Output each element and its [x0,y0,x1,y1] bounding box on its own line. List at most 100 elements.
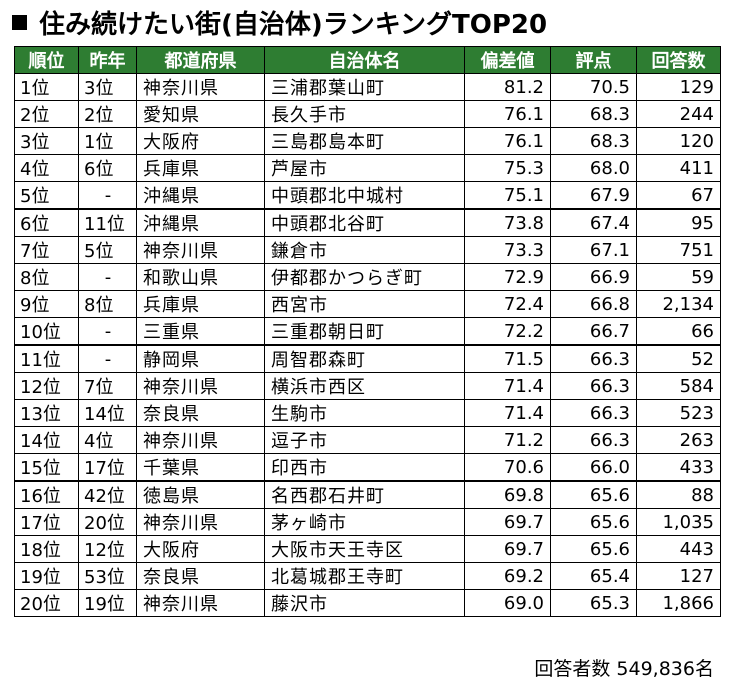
cell-prefecture: 奈良県 [136,399,265,427]
cell-deviation: 69.8 [464,480,551,509]
header-municipality: 自治体名 [264,46,465,74]
header-responses: 回答数 [636,46,721,74]
cell-score: 65.6 [550,508,637,536]
cell-rank: 9位 [14,290,79,318]
cell-municipality: 茅ヶ崎市 [264,508,465,536]
cell-prev: - [78,317,137,346]
cell-score: 67.9 [550,181,637,210]
table-row: 19位 53位 奈良県 北葛城郡王寺町 69.2 65.4 127 [14,562,721,590]
cell-municipality: 中頭郡北谷町 [264,208,465,237]
cell-municipality: 大阪市天王寺区 [264,535,465,563]
cell-rank: 5位 [14,181,79,210]
cell-prefecture: 神奈川県 [136,589,265,617]
cell-responses: 52 [636,344,721,373]
cell-prev: 19位 [78,589,137,617]
cell-responses: 120 [636,127,721,155]
header-prev: 昨年 [78,46,137,74]
cell-deviation: 73.3 [464,236,551,264]
cell-rank: 12位 [14,372,79,400]
cell-prev: - [78,263,137,291]
table-row: 11位 - 静岡県 周智郡森町 71.5 66.3 52 [14,344,721,373]
cell-deviation: 71.4 [464,399,551,427]
cell-prev: 11位 [78,208,137,237]
cell-rank: 19位 [14,562,79,590]
cell-responses: 244 [636,100,721,128]
cell-municipality: 横浜市西区 [264,372,465,400]
cell-rank: 2位 [14,100,79,128]
cell-prev: 14位 [78,399,137,427]
cell-rank: 15位 [14,453,79,482]
cell-responses: 433 [636,453,721,482]
cell-rank: 20位 [14,589,79,617]
cell-score: 65.6 [550,480,637,509]
cell-rank: 10位 [14,317,79,346]
cell-prev: 42位 [78,480,137,509]
cell-score: 66.7 [550,317,637,346]
cell-prefecture: 兵庫県 [136,154,265,182]
cell-prev: 6位 [78,154,137,182]
cell-prev: 1位 [78,127,137,155]
cell-deviation: 71.2 [464,426,551,454]
cell-responses: 2,134 [636,290,721,318]
cell-municipality: 周智郡森町 [264,344,465,373]
cell-responses: 411 [636,154,721,182]
cell-deviation: 69.7 [464,508,551,536]
cell-prev: 2位 [78,100,137,128]
cell-municipality: 三浦郡葉山町 [264,73,465,101]
cell-deviation: 71.5 [464,344,551,373]
cell-prefecture: 神奈川県 [136,73,265,101]
table-row: 18位 12位 大阪府 大阪市天王寺区 69.7 65.6 443 [14,535,721,563]
cell-municipality: 西宮市 [264,290,465,318]
cell-municipality: 生駒市 [264,399,465,427]
cell-responses: 129 [636,73,721,101]
cell-score: 66.3 [550,372,637,400]
cell-deviation: 70.6 [464,453,551,482]
table-row: 4位 6位 兵庫県 芦屋市 75.3 68.0 411 [14,154,721,182]
header-rank: 順位 [14,46,79,74]
cell-responses: 67 [636,181,721,210]
cell-prefecture: 大阪府 [136,535,265,563]
cell-municipality: 芦屋市 [264,154,465,182]
cell-deviation: 75.1 [464,181,551,210]
cell-deviation: 69.2 [464,562,551,590]
cell-prefecture: 大阪府 [136,127,265,155]
cell-municipality: 長久手市 [264,100,465,128]
cell-prev: - [78,344,137,373]
cell-municipality: 名西郡石井町 [264,480,465,509]
header-score: 評点 [550,46,637,74]
ranking-table: 順位 昨年 都道府県 自治体名 偏差値 評点 回答数 1位 3位 神奈川県 三浦郡葉山… [14,46,721,617]
table-row: 13位 14位 奈良県 生駒市 71.4 66.3 523 [14,399,721,427]
cell-prev: 8位 [78,290,137,318]
cell-rank: 1位 [14,73,79,101]
cell-municipality: 三島郡島本町 [264,127,465,155]
table-row: 7位 5位 神奈川県 鎌倉市 73.3 67.1 751 [14,236,721,264]
cell-prefecture: 静岡県 [136,344,265,373]
cell-score: 66.3 [550,344,637,373]
cell-rank: 8位 [14,263,79,291]
cell-responses: 263 [636,426,721,454]
cell-responses: 523 [636,399,721,427]
table-row: 8位 - 和歌山県 伊都郡かつらぎ町 72.9 66.9 59 [14,263,721,291]
cell-responses: 1,035 [636,508,721,536]
cell-score: 68.0 [550,154,637,182]
table-row: 12位 7位 神奈川県 横浜市西区 71.4 66.3 584 [14,372,721,400]
cell-prefecture: 神奈川県 [136,372,265,400]
cell-responses: 95 [636,208,721,237]
table-row: 1位 3位 神奈川県 三浦郡葉山町 81.2 70.5 129 [14,73,721,101]
cell-score: 68.3 [550,100,637,128]
cell-responses: 1,866 [636,589,721,617]
respondent-total: 回答者数 549,836名 [534,658,714,680]
cell-deviation: 76.1 [464,127,551,155]
table-row: 2位 2位 愛知県 長久手市 76.1 68.3 244 [14,100,721,128]
cell-prev: 20位 [78,508,137,536]
table-row: 20位 19位 神奈川県 藤沢市 69.0 65.3 1,866 [14,589,721,617]
cell-prefecture: 和歌山県 [136,263,265,291]
cell-score: 66.9 [550,263,637,291]
table-row: 10位 - 三重県 三重郡朝日町 72.2 66.7 66 [14,317,721,346]
cell-responses: 127 [636,562,721,590]
table-row: 17位 20位 神奈川県 茅ヶ崎市 69.7 65.6 1,035 [14,508,721,536]
table-row: 14位 4位 神奈川県 逗子市 71.2 66.3 263 [14,426,721,454]
cell-prefecture: 神奈川県 [136,426,265,454]
cell-deviation: 72.9 [464,263,551,291]
